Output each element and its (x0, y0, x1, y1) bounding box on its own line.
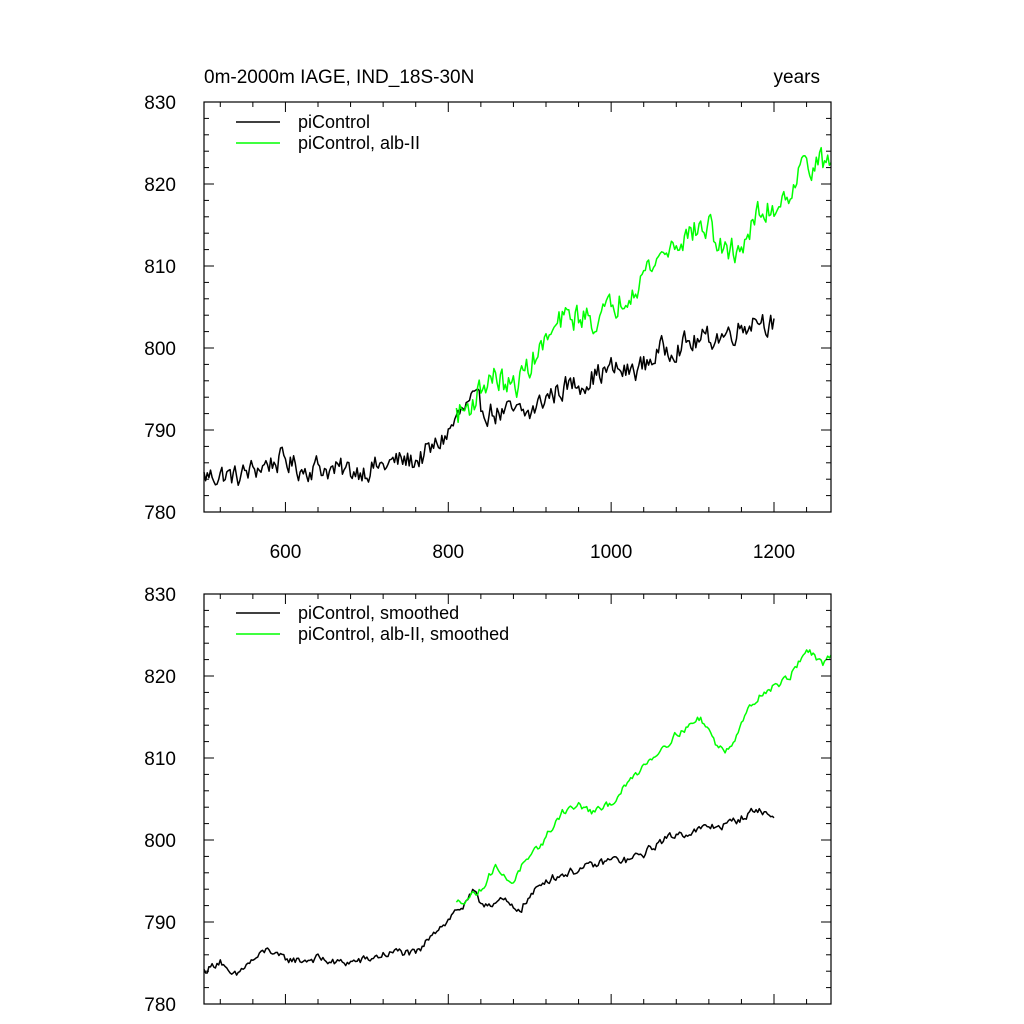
y-tick-label: 790 (144, 421, 176, 442)
series-layer-bottom (203, 649, 832, 976)
x-tick-label: 1000 (590, 542, 632, 563)
y-tick-label: 800 (144, 339, 176, 360)
legend-top: piControl piControl, alb-II (236, 112, 420, 153)
title-left: 0m-2000m IAGE, IND_18S-30N (204, 67, 474, 88)
y-tick-label: 830 (144, 93, 176, 114)
y-tick-label: 790 (144, 913, 176, 934)
series-line-picontrol-smoothed (203, 807, 775, 976)
legend-label-picontrol: piControl (298, 112, 370, 132)
title-right: years (774, 67, 820, 88)
ticks-layer-bottom: 780 790 800 810 820 830 (144, 585, 831, 1016)
ticks-layer-top: 780 790 800 810 820 830 600 800 1000 1200 (144, 93, 831, 563)
legend-bottom: piControl, smoothed piControl, alb-II, s… (236, 603, 509, 644)
y-tick-label: 780 (144, 995, 176, 1016)
x-tick-label: 600 (270, 542, 302, 563)
bottom-panel: 780 790 800 810 820 830 piControl, smoothed p… (144, 585, 832, 1016)
y-tick-label: 800 (144, 831, 176, 852)
top-panel: 0m-2000m IAGE, IND_18S-30N years 780 790 8… (144, 67, 832, 563)
legend-label-alb-ii: piControl, alb-II (298, 133, 420, 153)
series-line-picontrol (203, 313, 775, 487)
y-tick-label: 820 (144, 667, 176, 688)
y-tick-label: 810 (144, 257, 176, 278)
plot-frame-bottom (203, 593, 832, 1005)
y-tick-label: 820 (144, 175, 176, 196)
y-tick-label: 780 (144, 503, 176, 524)
series-layer-top (203, 146, 832, 487)
series-line-picontrol-alb-ii-smoothed (455, 649, 832, 905)
series-line-picontrol-alb-ii (455, 146, 832, 424)
x-tick-label: 1200 (753, 542, 795, 563)
y-tick-label: 810 (144, 749, 176, 770)
legend-label-alb-ii-smoothed: piControl, alb-II, smoothed (298, 624, 509, 644)
plot-frame-top (203, 101, 832, 513)
y-tick-label: 830 (144, 585, 176, 606)
legend-label-picontrol-smoothed: piControl, smoothed (298, 603, 459, 623)
x-tick-label: 800 (432, 542, 464, 563)
